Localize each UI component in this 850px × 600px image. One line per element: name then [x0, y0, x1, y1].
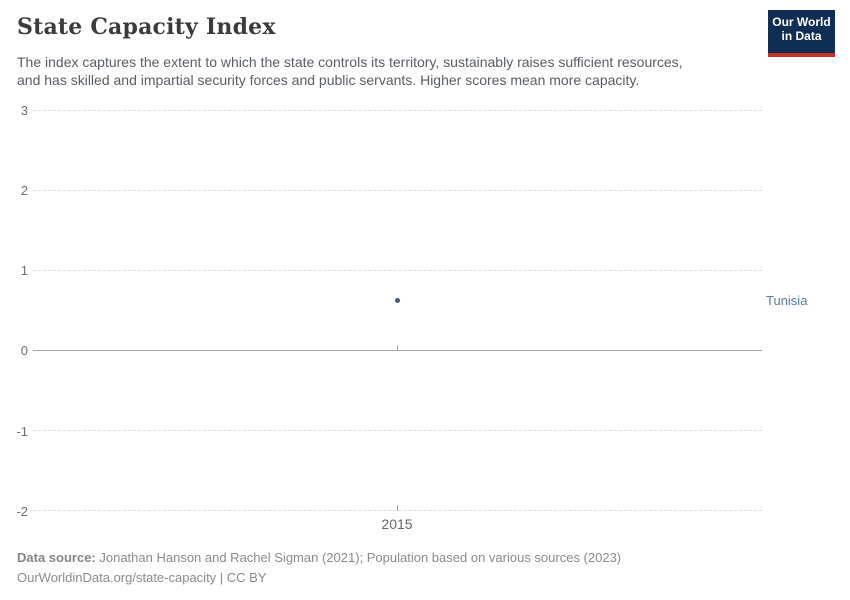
data-source-text: Jonathan Hanson and Rachel Sigman (2021)… — [95, 550, 622, 565]
x-tick-mark-bottom — [397, 505, 398, 511]
gridline-neg1 — [33, 430, 762, 431]
page-title: State Capacity Index — [17, 14, 276, 40]
y-tick-label-neg1: -1 — [16, 424, 28, 439]
gridline-3 — [33, 110, 762, 111]
gridline-2 — [33, 190, 762, 191]
x-axis-zero-line — [33, 350, 762, 351]
x-tick-mark-zero-line — [397, 345, 398, 350]
gridline-1 — [33, 270, 762, 271]
x-tick-label-2015: 2015 — [381, 516, 413, 532]
y-tick-label-1: 1 — [20, 263, 28, 278]
y-tick-label-2: 2 — [20, 183, 28, 198]
owid-logo-line-1: Our World — [772, 15, 831, 29]
y-tick-label-3: 3 — [20, 103, 28, 118]
data-source-line: Data source: Jonathan Hanson and Rachel … — [17, 548, 621, 568]
data-point-tunisia[interactable] — [395, 298, 400, 303]
subtitle-line-2: and has skilled and impartial security f… — [17, 72, 640, 88]
subtitle-line-1: The index captures the extent to which t… — [17, 54, 683, 70]
y-tick-label-0: 0 — [20, 343, 28, 358]
series-label-tunisia[interactable]: Tunisia — [766, 293, 808, 308]
owid-logo-line-2: in Data — [781, 29, 822, 43]
owid-logo: Our World in Data — [768, 10, 835, 57]
chart-footer: Data source: Jonathan Hanson and Rachel … — [17, 548, 621, 588]
license-line[interactable]: OurWorldinData.org/state-capacity | CC B… — [17, 570, 267, 585]
data-source-label: Data source: — [17, 550, 96, 565]
y-tick-label-neg2: -2 — [16, 504, 28, 519]
chart-subtitle: The index captures the extent to which t… — [17, 53, 683, 89]
